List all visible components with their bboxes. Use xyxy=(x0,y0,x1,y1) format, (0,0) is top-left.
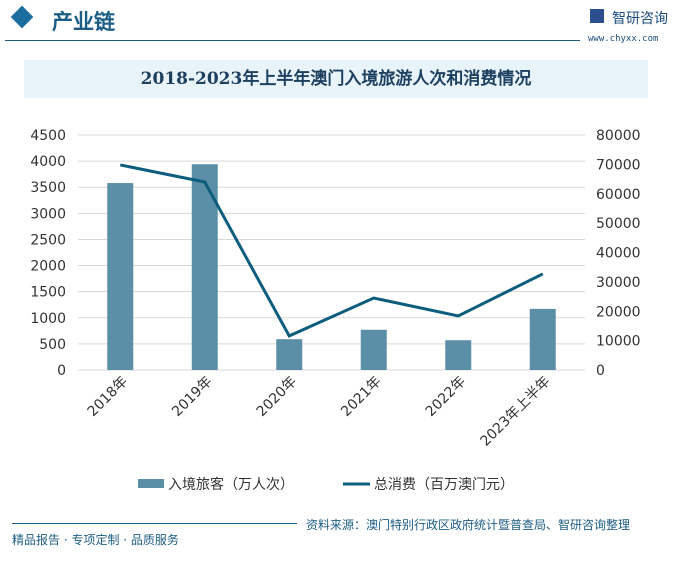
left-tick-label: 0 xyxy=(57,363,66,379)
footer-tagline: 精品报告 · 专项定制 · 品质服务 xyxy=(12,533,179,547)
right-tick-label: 10000 xyxy=(596,334,641,350)
footer-divider xyxy=(12,523,297,524)
category-label: 2023年上半年 xyxy=(477,374,553,450)
brand-name: 智研咨询 xyxy=(612,11,668,27)
bar-5 xyxy=(529,308,556,370)
right-tick-label: 70000 xyxy=(596,157,641,173)
right-tick-label: 60000 xyxy=(596,187,641,203)
left-tick-label: 2000 xyxy=(30,259,66,275)
brand-logo-icon xyxy=(590,9,604,23)
left-tick-label: 1000 xyxy=(30,311,66,327)
line-series xyxy=(119,163,544,338)
category-label: 2018年 xyxy=(85,374,131,420)
right-tick-label: 0 xyxy=(596,363,605,379)
left-tick-label: 2500 xyxy=(30,232,66,248)
left-tick-label: 500 xyxy=(39,337,66,353)
category-label: 2022年 xyxy=(423,374,469,420)
left-tick-label: 1500 xyxy=(30,285,66,301)
chart-title: 2018-2023年上半年澳门入境旅游人次和消费情况 xyxy=(140,69,532,89)
left-tick-label: 4000 xyxy=(30,154,66,170)
chart-title-box: 2018-2023年上半年澳门入境旅游人次和消费情况 xyxy=(24,60,648,98)
left-tick-label: 3000 xyxy=(30,206,66,222)
bar-4 xyxy=(445,340,472,370)
legend-bar-label: 入境旅客（万人次） xyxy=(168,476,294,493)
left-tick-label: 4500 xyxy=(30,128,66,144)
right-tick-label: 50000 xyxy=(596,216,641,232)
right-tick-label: 30000 xyxy=(596,275,641,291)
bar-1 xyxy=(191,164,218,370)
chart: 0 500 1000 1500 2000 2500 3000 3500 4000 4500 0 100… xyxy=(30,128,641,493)
header-title: 产业链 xyxy=(52,10,115,34)
bar-2 xyxy=(276,339,303,370)
category-label: 2019年 xyxy=(169,374,215,420)
divider xyxy=(5,40,580,41)
left-tick-label: 3500 xyxy=(30,180,66,196)
right-tick-label: 20000 xyxy=(596,304,641,320)
bar-3 xyxy=(360,329,387,370)
legend-bar-swatch xyxy=(138,479,164,488)
bar-0 xyxy=(107,183,134,370)
right-tick-label: 80000 xyxy=(596,128,641,144)
brand-url: www.chyxx.com xyxy=(588,34,659,44)
source-note: 资料来源：澳门特别行政区政府统计暨普查局、智研咨询整理 xyxy=(306,518,631,532)
legend-line-label: 总消费（百万澳门元） xyxy=(374,477,514,493)
category-label: 2021年 xyxy=(338,374,384,420)
category-label: 2020年 xyxy=(254,374,300,420)
right-tick-label: 40000 xyxy=(596,246,641,262)
